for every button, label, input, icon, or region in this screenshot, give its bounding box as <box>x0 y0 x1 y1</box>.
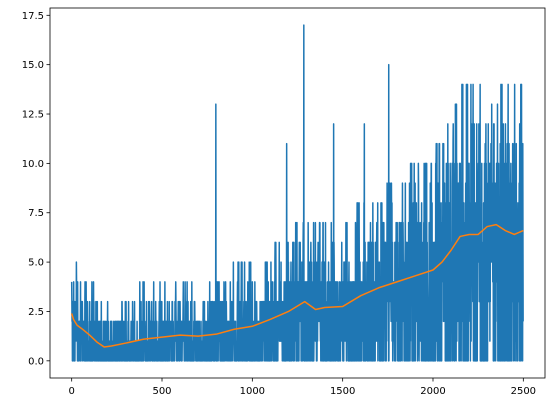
moving-average-line <box>70 223 524 348</box>
x-tick-label: 1000 <box>240 386 265 397</box>
plot-area <box>70 24 524 362</box>
y-tick-label: 10.0 <box>22 159 44 170</box>
y-tick-label: 2.5 <box>28 307 44 318</box>
x-tick-label: 2500 <box>511 386 536 397</box>
y-tick-label: 17.5 <box>22 11 44 22</box>
axes-frame <box>49 7 546 379</box>
x-tick-label: 0 <box>68 386 74 397</box>
y-tick-label: 5.0 <box>28 258 44 269</box>
y-tick-label: 7.5 <box>28 208 44 219</box>
y-tick-label: 0.0 <box>28 356 44 367</box>
x-tick-label: 2000 <box>420 386 445 397</box>
x-tick-label: 1500 <box>330 386 355 397</box>
axes: 0 500 1000 1500 2000 2500 0.0 2.5 5.0 7.5 10.0 12.5… <box>22 7 546 397</box>
x-tick-label: 500 <box>152 386 171 397</box>
y-tick-label: 12.5 <box>22 110 44 121</box>
raw-series-line <box>70 24 524 362</box>
y-tick-label: 15.0 <box>22 60 44 71</box>
